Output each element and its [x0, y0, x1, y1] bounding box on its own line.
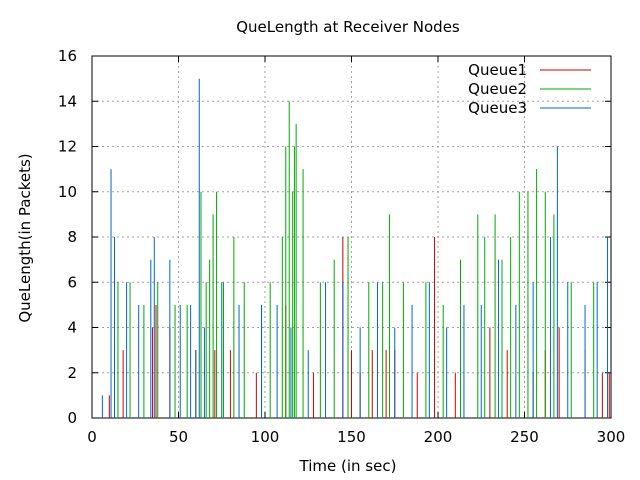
- series-3: [101, 78, 609, 418]
- y-tick-label: 6: [67, 273, 77, 291]
- chart-title: QueLength at Receiver Nodes: [236, 18, 460, 36]
- y-tick-label: 2: [67, 364, 77, 382]
- grid: [92, 56, 611, 418]
- x-tick-label: 150: [337, 428, 366, 446]
- y-tick-label: 12: [58, 138, 77, 156]
- x-tick-label: 100: [251, 428, 280, 446]
- x-axis-label: Time (in sec): [299, 457, 397, 475]
- legend-label: Queue1: [468, 61, 527, 79]
- x-tick-label: 200: [424, 428, 453, 446]
- legend-label: Queue3: [468, 99, 527, 117]
- axis-ticks: 0 50 100 150 200 250 300 0 2 4 6 8 10 12 14 16: [58, 47, 625, 446]
- series-group: [101, 78, 610, 418]
- x-tick-label: 0: [87, 428, 97, 446]
- y-axis-label: QueLength(in Packets): [16, 153, 34, 322]
- series-2: [117, 101, 595, 418]
- y-tick-label: 0: [67, 409, 77, 427]
- series-1: [108, 237, 610, 418]
- x-tick-label: 50: [169, 428, 188, 446]
- legend-label: Queue2: [468, 80, 527, 98]
- x-tick-label: 300: [597, 428, 626, 446]
- y-tick-label: 8: [67, 228, 77, 246]
- y-tick-label: 10: [58, 183, 77, 201]
- y-tick-label: 14: [58, 92, 77, 110]
- y-tick-label: 16: [58, 47, 77, 65]
- x-tick-label: 250: [510, 428, 539, 446]
- y-tick-label: 4: [67, 319, 77, 337]
